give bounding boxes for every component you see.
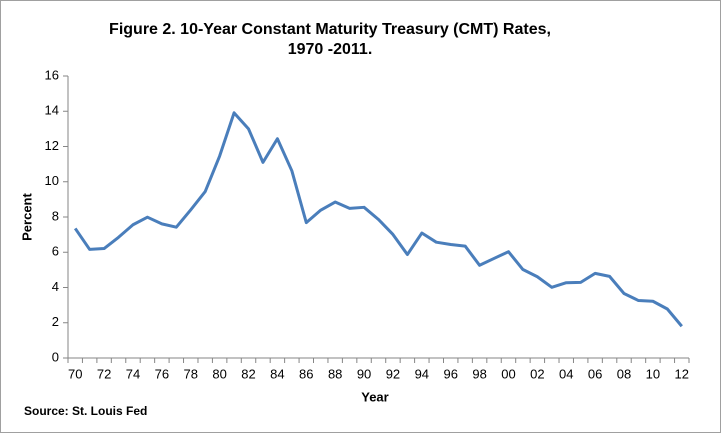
y-tick-label: 4 (52, 279, 59, 294)
y-tick-label: 8 (52, 208, 59, 223)
x-tick-label: 90 (357, 366, 371, 381)
x-tick-label: 70 (68, 366, 82, 381)
y-tick-label: 12 (45, 138, 59, 153)
x-tick-label: 06 (588, 366, 602, 381)
x-tick-label: 82 (241, 366, 255, 381)
x-tick-label: 02 (530, 366, 544, 381)
data-line (73, 111, 683, 328)
chart-title: Figure 2. 10-Year Constant Maturity Trea… (109, 21, 551, 38)
x-tick-label: 94 (415, 366, 429, 381)
x-tick-label: 76 (155, 366, 169, 381)
x-tick-label: 92 (386, 366, 400, 381)
y-tick-label: 16 (45, 67, 59, 82)
x-tick-label: 04 (559, 366, 573, 381)
x-tick-label: 98 (472, 366, 486, 381)
x-tick-label: 00 (501, 366, 515, 381)
x-tick-label: 10 (646, 366, 660, 381)
x-tick-label: 08 (617, 366, 631, 381)
y-axis-title: Percent (19, 192, 34, 240)
source-note: Source: St. Louis Fed (24, 404, 147, 418)
x-tick-label: 72 (97, 366, 111, 381)
y-tick-label: 2 (52, 314, 59, 329)
y-tick-label: 14 (45, 103, 59, 118)
x-axis-title: Year (361, 389, 388, 404)
x-tick-label: 74 (126, 366, 140, 381)
y-tick-label: 0 (52, 349, 59, 364)
chart-title: 1970 -2011. (288, 41, 373, 58)
y-tick-label: 10 (45, 173, 59, 188)
x-tick-label: 84 (270, 366, 284, 381)
x-tick-label: 86 (299, 366, 313, 381)
x-tick-label: 78 (184, 366, 198, 381)
x-tick-label: 12 (675, 366, 689, 381)
x-tick-label: 96 (443, 366, 457, 381)
x-tick-label: 80 (212, 366, 226, 381)
y-tick-label: 6 (52, 244, 59, 259)
x-tick-label: 88 (328, 366, 342, 381)
